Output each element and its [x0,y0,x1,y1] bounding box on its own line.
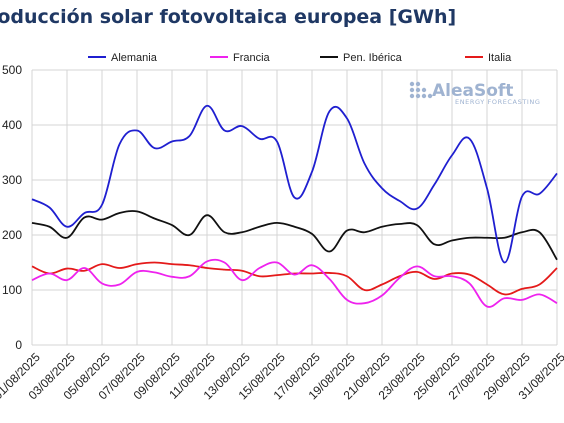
legend-label-italia: Italia [488,52,512,64]
series-lines [31,104,558,308]
y-tick-label: 0 [15,338,22,352]
chart-title: roducción solar fotovoltaica europea [GW… [0,6,457,28]
y-tick-label: 200 [2,228,22,242]
y-tick-label: 400 [2,118,22,132]
legend: Alemania Francia Pen. Ibérica Italia [88,52,512,64]
logo-dots-icon [409,81,433,99]
legend-label-pen-ib-rica: Pen. Ibérica [343,52,403,64]
series-line-pen-ib-rica [31,210,558,261]
legend-label-francia: Francia [233,52,271,64]
y-axis-ticks: 0 100 200 300 400 500 [2,63,22,352]
y-tick-label: 100 [2,283,22,297]
x-axis-ticks: 01/08/202503/08/202505/08/202507/08/2025… [0,350,564,403]
y-tick-label: 500 [2,63,22,77]
aleasoft-logo: AleaSoft ENERGY FORECASTING [409,81,541,106]
series-line-francia [31,258,558,308]
logo-tagline: ENERGY FORECASTING [455,98,541,106]
y-tick-label: 300 [2,173,22,187]
logo-name: AleaSoft [432,81,513,101]
series-line-italia [31,261,558,296]
legend-label-alemania: Alemania [111,52,158,64]
grid-lines [31,69,558,346]
series-line-alemania [31,104,558,264]
